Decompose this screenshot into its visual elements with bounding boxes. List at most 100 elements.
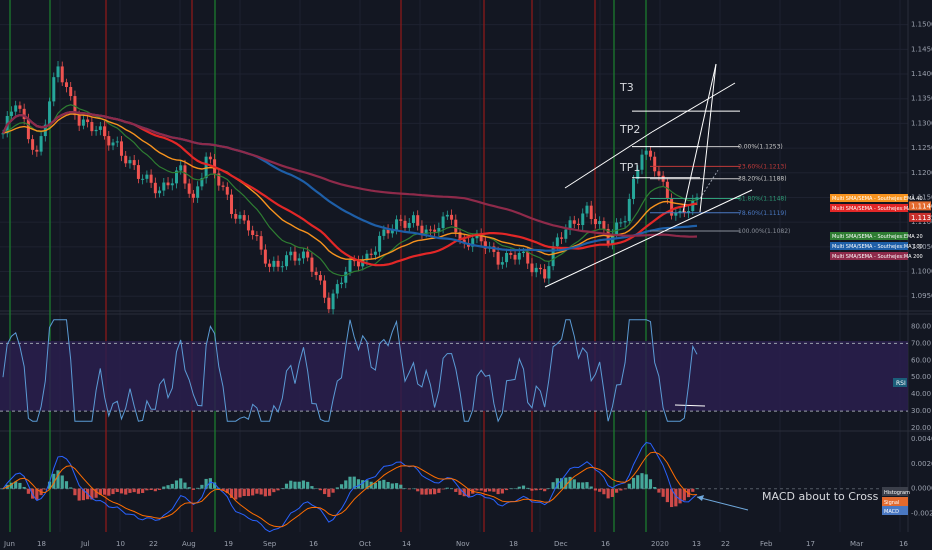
macd-histogram-bar (390, 483, 394, 489)
candle-body (445, 214, 449, 217)
candle-body (361, 260, 365, 267)
price-badge (909, 201, 931, 211)
date-tick-label: Aug (182, 540, 196, 548)
legend-swatch (830, 194, 908, 202)
candle-body (187, 183, 191, 194)
candle-body (335, 284, 339, 294)
macd-histogram-bar (52, 473, 56, 489)
macd-histogram-bar (581, 482, 585, 489)
macd-histogram-bar (212, 482, 217, 489)
candle-body (259, 236, 263, 250)
macd-histogram-bar (488, 488, 492, 492)
ma-ema40-line (2, 113, 698, 261)
macd-histogram-bar (119, 488, 124, 494)
macd-histogram-bar (568, 476, 572, 489)
candle-body (657, 171, 661, 176)
price-badge (909, 212, 931, 222)
candle-body (551, 246, 555, 267)
macd-histogram-bar (674, 488, 678, 507)
macd-histogram-bar (530, 488, 534, 491)
macd-histogram-bar (420, 488, 424, 495)
candle-body (399, 219, 403, 221)
macd-histogram-bar (437, 488, 441, 493)
candle-body (496, 251, 500, 265)
date-tick-label: Nov (456, 540, 470, 548)
macd-histogram-bar (111, 488, 115, 495)
candle-body (509, 253, 513, 255)
date-tick-label: 2020 (651, 540, 669, 548)
candle-body (301, 251, 305, 259)
macd-histogram-bar (648, 479, 653, 489)
macd-histogram-bar (35, 488, 39, 500)
macd-histogram-bar (559, 478, 564, 489)
macd-histogram-bar (504, 488, 509, 491)
signal-line (2, 451, 698, 528)
candle-body (179, 165, 183, 171)
macd-histogram-bar (576, 482, 581, 489)
candle-body (9, 111, 13, 116)
candle-body (674, 212, 678, 216)
candle-body (149, 174, 153, 183)
macd-histogram-bar (162, 486, 166, 489)
candle-body (145, 174, 149, 179)
candle-body (263, 249, 267, 264)
candle-body (653, 156, 657, 172)
rsi-tick-label: 40.00 (911, 390, 931, 398)
macd-histogram-bar (234, 488, 238, 500)
macd-histogram-bar (657, 488, 661, 493)
candle-body (344, 271, 348, 283)
macd-histogram-bar (551, 482, 555, 489)
candle-body (517, 252, 521, 260)
candle-body (386, 229, 390, 234)
candle-body (479, 233, 483, 242)
axes: 1.1500 1.1450 1.1400 1.1350 1.1300 1.1250 1.12… (3, 21, 932, 548)
date-tick-label: 18 (37, 540, 46, 548)
macd-histogram-bar (335, 487, 339, 489)
macd-histogram-bar (631, 477, 636, 489)
macd-histogram-bar (428, 488, 433, 495)
candle-body (208, 156, 212, 160)
candle-body (615, 222, 619, 235)
rsi-band (0, 341, 908, 411)
candle-body (234, 213, 238, 219)
candle-body (128, 160, 132, 164)
macd-histogram-bar (225, 488, 229, 494)
legend-label: Multi SMA/SEMA - Southejes:MA 100 (832, 244, 923, 250)
candle-body (200, 178, 204, 187)
rsi-tick-label: 60.00 (911, 356, 931, 364)
candle-body (340, 282, 344, 285)
macd-histogram-bar (98, 488, 102, 495)
macd-histogram-bar (318, 488, 322, 491)
candle-body (437, 228, 441, 232)
macd-histogram-bar (606, 488, 610, 499)
candle-body (678, 211, 682, 213)
macd-histogram-bar (323, 488, 327, 495)
candle-body (69, 86, 73, 97)
macd-histogram-bar (22, 486, 26, 489)
candle-body (602, 221, 606, 229)
candle-body (471, 238, 475, 247)
fib-label: 100.00%(1.1082) (738, 228, 790, 235)
trend-line (651, 82, 736, 133)
date-tick-label: 14 (402, 540, 411, 548)
candle-body (585, 205, 589, 214)
macd-histogram-bar (373, 482, 377, 489)
candle-body (428, 229, 432, 231)
macd-histogram-bar (107, 488, 111, 496)
rsi-badge (893, 378, 907, 387)
macd-histogram-bar (276, 488, 280, 491)
candle-body (35, 149, 39, 152)
candle-body (22, 108, 26, 120)
rsi-pane (0, 319, 908, 423)
macd-histogram-bar (196, 487, 200, 489)
date-tick-label: 16 (309, 540, 318, 548)
candle-body (687, 211, 691, 213)
macd-histogram-bar (102, 488, 107, 495)
candle-body (623, 221, 627, 223)
candle-body (420, 225, 424, 234)
price-tick-label: 1.1000 (911, 268, 932, 276)
candle-body (183, 165, 187, 184)
candle-body (411, 215, 415, 224)
